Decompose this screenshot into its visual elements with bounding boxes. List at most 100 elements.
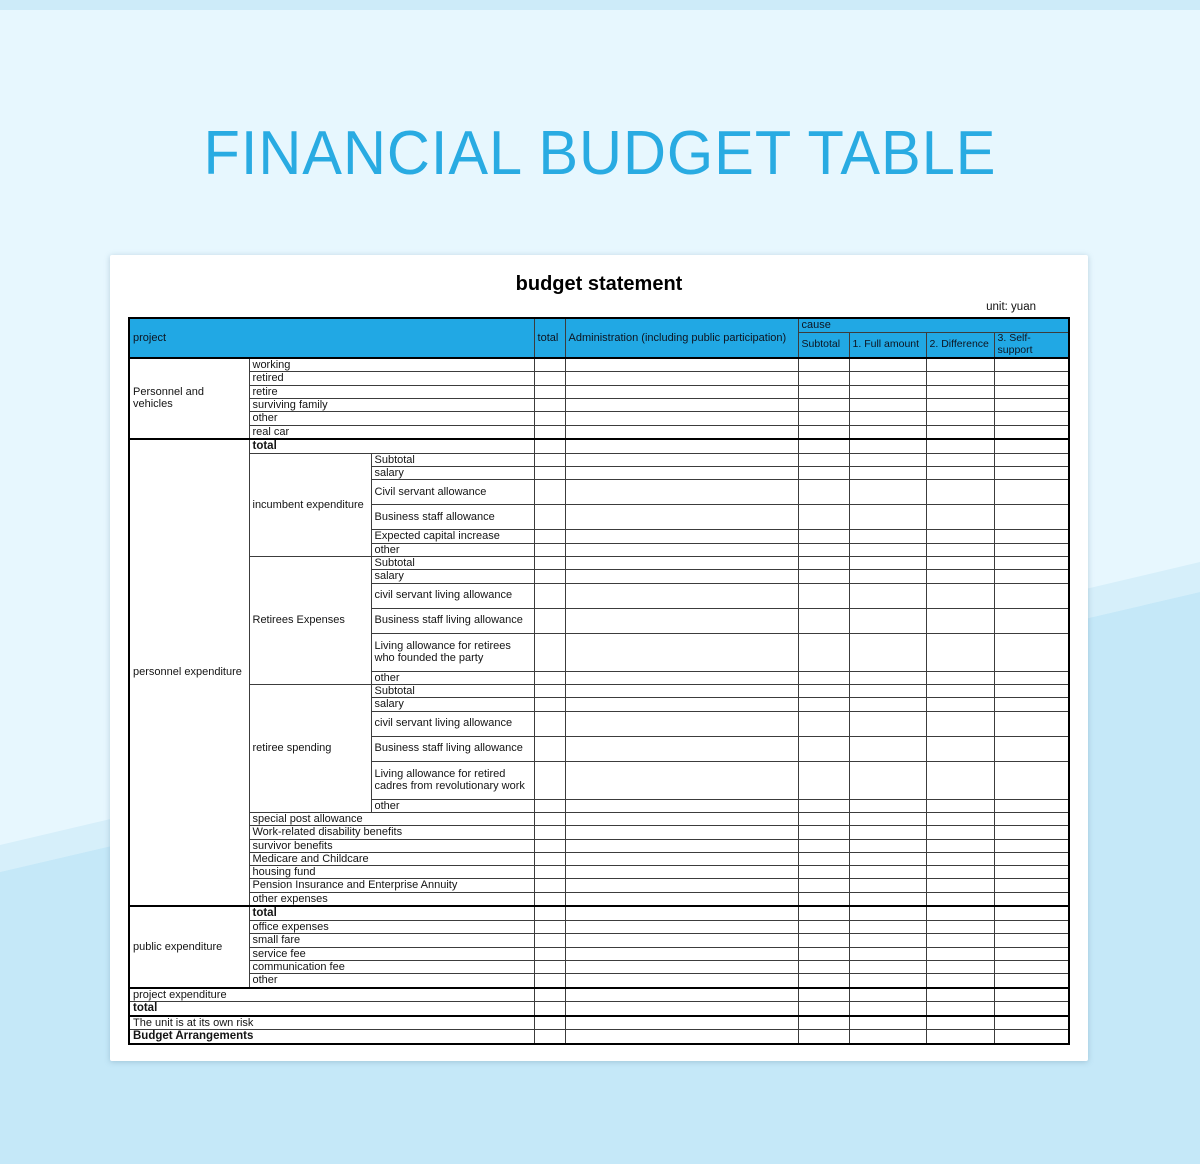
data-cell xyxy=(533,569,566,584)
data-cell xyxy=(797,798,850,813)
data-cell xyxy=(797,569,850,584)
data-cell xyxy=(797,384,850,399)
budget-table: project total Administration (including … xyxy=(128,317,1071,1045)
data-cell xyxy=(533,1014,566,1030)
data-cell xyxy=(925,735,995,762)
group-label-cell: incumbent expenditure xyxy=(248,452,372,558)
data-cell xyxy=(848,466,927,481)
data-cell xyxy=(564,542,799,558)
row-label-cell: real car xyxy=(248,424,535,440)
data-cell xyxy=(993,437,1070,454)
data-cell xyxy=(533,504,566,531)
data-cell xyxy=(533,838,566,853)
data-cell xyxy=(925,811,995,827)
data-cell xyxy=(925,891,995,907)
data-cell xyxy=(564,1028,799,1045)
data-cell xyxy=(564,529,799,544)
data-cell xyxy=(564,905,799,921)
data-cell xyxy=(848,959,927,975)
data-cell xyxy=(993,452,1070,468)
data-cell xyxy=(797,437,850,454)
data-cell xyxy=(925,760,995,800)
data-cell xyxy=(533,865,566,880)
row-label-cell: civil servant living allowance xyxy=(370,710,535,737)
data-cell xyxy=(925,838,995,853)
row-label-cell: Budget Arrangements xyxy=(128,1028,535,1045)
data-cell xyxy=(533,555,566,571)
data-cell xyxy=(797,946,850,961)
row-label-cell: other xyxy=(248,973,535,988)
row-label-cell: other expenses xyxy=(248,891,535,907)
data-cell xyxy=(564,582,799,609)
data-cell xyxy=(797,683,850,699)
row-label-cell: Subtotal xyxy=(370,683,535,699)
data-cell xyxy=(564,811,799,827)
data-cell xyxy=(848,479,927,506)
data-cell xyxy=(993,825,1070,840)
data-cell xyxy=(564,919,799,935)
data-cell xyxy=(993,986,1070,1002)
data-cell xyxy=(564,933,799,948)
data-cell xyxy=(797,811,850,827)
budget-card: budget statement unit: yuan project tota… xyxy=(110,255,1088,1061)
data-cell xyxy=(564,710,799,737)
data-cell xyxy=(533,424,566,440)
data-cell xyxy=(797,555,850,571)
data-cell xyxy=(848,825,927,840)
data-cell xyxy=(848,371,927,386)
data-cell xyxy=(925,504,995,531)
data-cell xyxy=(848,798,927,813)
data-cell xyxy=(993,973,1070,988)
row-label-cell: Pension Insurance and Enterprise Annuity xyxy=(248,878,535,893)
data-cell xyxy=(564,479,799,506)
data-cell xyxy=(993,878,1070,893)
data-cell xyxy=(848,811,927,827)
data-cell xyxy=(848,683,927,699)
data-cell xyxy=(564,504,799,531)
data-cell xyxy=(797,933,850,948)
table-body: Personnel and vehicles working retired reti… xyxy=(128,357,1070,1045)
data-cell xyxy=(564,891,799,907)
data-cell xyxy=(797,986,850,1002)
data-cell xyxy=(993,891,1070,907)
row-label-cell: total xyxy=(128,1000,535,1017)
data-cell xyxy=(797,479,850,506)
row-label-cell: communication fee xyxy=(248,959,535,975)
data-cell xyxy=(848,1000,927,1017)
data-cell xyxy=(848,973,927,988)
data-cell xyxy=(848,569,927,584)
data-cell xyxy=(797,1000,850,1017)
data-cell xyxy=(925,582,995,609)
data-cell xyxy=(993,466,1070,481)
row-label-cell: other xyxy=(370,670,535,685)
data-cell xyxy=(797,710,850,737)
data-cell xyxy=(564,437,799,454)
data-cell xyxy=(993,697,1070,712)
data-cell xyxy=(925,905,995,921)
row-label-cell: retired xyxy=(248,371,535,386)
data-cell xyxy=(993,371,1070,386)
data-cell xyxy=(848,946,927,961)
data-cell xyxy=(925,411,995,426)
group-label-cell: retiree spending xyxy=(248,683,372,813)
data-cell xyxy=(848,878,927,893)
data-cell xyxy=(797,1028,850,1045)
data-cell xyxy=(533,411,566,426)
data-cell xyxy=(533,933,566,948)
data-cell xyxy=(925,542,995,558)
data-cell xyxy=(993,1000,1070,1017)
data-cell xyxy=(533,683,566,699)
data-cell xyxy=(533,798,566,813)
data-cell xyxy=(925,946,995,961)
row-label-cell: Civil servant allowance xyxy=(370,479,535,506)
data-cell xyxy=(993,760,1070,800)
data-cell xyxy=(533,811,566,827)
data-cell xyxy=(993,424,1070,440)
data-cell xyxy=(848,529,927,544)
row-label-cell: small fare xyxy=(248,933,535,948)
unit-label: unit: yuan xyxy=(986,301,1036,313)
data-cell xyxy=(848,424,927,440)
data-cell xyxy=(848,986,927,1002)
data-cell xyxy=(564,973,799,988)
background-top-strip xyxy=(0,0,1200,10)
